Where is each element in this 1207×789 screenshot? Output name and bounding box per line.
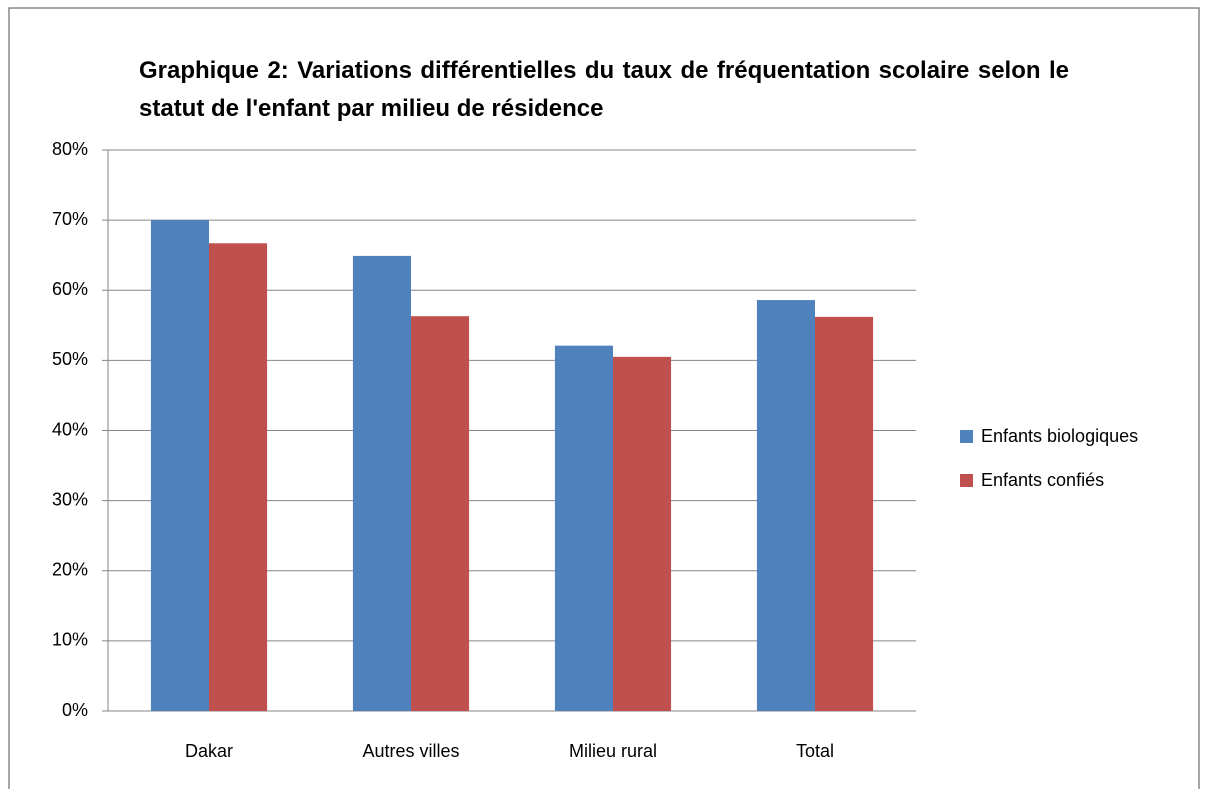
y-tick-label: 20% (52, 560, 88, 580)
bar (756, 300, 815, 711)
x-tick-label: Dakar (185, 741, 233, 761)
legend-swatch (960, 474, 973, 487)
y-tick-label: 60% (52, 279, 88, 299)
y-tick-label: 0% (62, 700, 88, 720)
bar (815, 316, 874, 711)
legend-swatch (960, 430, 973, 443)
bar (554, 345, 613, 711)
chart-frame (8, 7, 1200, 789)
bar (411, 316, 470, 711)
y-tick-label: 80% (52, 139, 88, 159)
y-tick-label: 70% (52, 209, 88, 229)
bar (209, 243, 268, 712)
chart-title: Graphique 2: Variations différentielles … (139, 57, 1069, 122)
bar (352, 255, 411, 712)
y-tick-label: 40% (52, 419, 88, 439)
x-tick-label: Autres villes (362, 741, 459, 761)
x-tick-label: Milieu rural (569, 741, 657, 761)
legend-label: Enfants biologiques (981, 426, 1138, 446)
y-tick-label: 30% (52, 489, 88, 509)
x-tick-label: Total (796, 741, 834, 761)
y-tick-label: 50% (52, 349, 88, 369)
bar (613, 356, 672, 711)
y-tick-label: 10% (52, 630, 88, 650)
legend-label: Enfants confiés (981, 470, 1104, 490)
bar (150, 220, 209, 711)
